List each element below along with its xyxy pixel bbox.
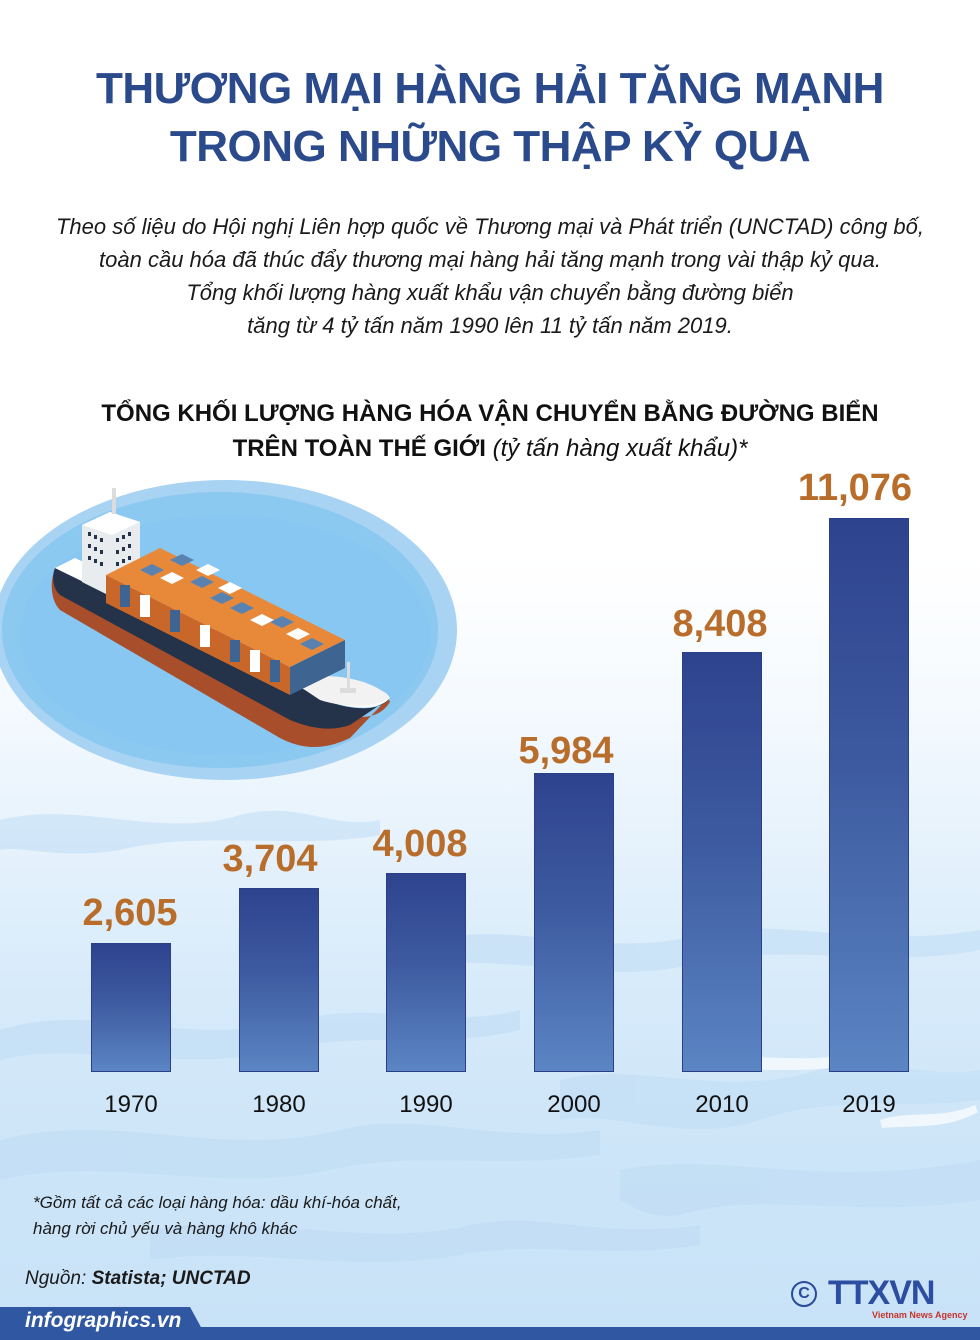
bar-2019 [829,518,909,1072]
ttxvn-logo: TTXVN [828,1274,935,1312]
bar-value-label: 4,008 [372,823,468,865]
bar-value-label: 3,704 [222,838,318,880]
x-axis-label: 2010 [695,1091,749,1118]
footnote: *Gồm tất cả các loại hàng hóa: dầu khí-h… [33,1190,402,1242]
page-title: THƯƠNG MẠI HÀNG HẢI TĂNG MẠNH TRONG NHỮN… [0,60,980,176]
x-axis-label: 2019 [842,1091,896,1118]
intro-line-1: Theo số liệu do Hội nghị Liên hợp quốc v… [55,214,924,239]
intro-line-4: tăng từ 4 tỷ tấn năm 1990 lên 11 tỷ tấn … [247,313,733,338]
chart-title: TỔNG KHỐI LƯỢNG HÀNG HÓA VẬN CHUYỂN BẰNG… [0,396,980,466]
chart-title-line-2: TRÊN TOÀN THẾ GIỚI [232,435,486,462]
intro-paragraph: Theo số liệu do Hội nghị Liên hợp quốc v… [0,210,980,342]
footnote-line-2: hàng rời chủ yếu và hàng khô khác [33,1219,298,1238]
title-line-1: THƯƠNG MẠI HÀNG HẢI TĂNG MẠNH [96,64,884,113]
chart-title-line-1: TỔNG KHỐI LƯỢNG HÀNG HÓA VẬN CHUYỂN BẰNG… [101,400,879,427]
source-value: Statista; UNCTAD [91,1268,251,1289]
bar-value-label: 8,408 [672,603,768,645]
site-link[interactable]: infographics.vn [25,1309,182,1332]
bar-value-label: 2,605 [82,892,178,934]
x-axis-label: 2000 [547,1091,601,1118]
bar-value-label: 5,984 [518,730,614,772]
footer-bar [0,1327,980,1340]
ship-icon [0,480,457,780]
source-credit: Nguồn: Statista; UNCTAD [25,1268,251,1290]
container-ship-illustration [0,470,460,790]
bar-1990 [386,873,466,1072]
logo-subtitle: Vietnam News Agency [872,1310,968,1320]
bar-1980 [239,888,319,1072]
bar-1970 [91,943,171,1072]
copyright-icon: C [791,1281,817,1307]
source-label: Nguồn: [25,1268,87,1289]
chart-unit-label: (tỷ tấn hàng xuất khẩu)* [492,435,748,462]
title-line-2: TRONG NHỮNG THẬP KỶ QUA [169,122,811,171]
bar-value-label: 11,076 [797,467,913,509]
footnote-line-1: *Gồm tất cả các loại hàng hóa: dầu khí-h… [33,1193,402,1212]
bar-2010 [682,652,762,1072]
bar-2000 [534,773,614,1072]
footer-tab [0,1307,208,1340]
x-axis-label: 1990 [399,1091,453,1118]
x-axis-label: 1970 [104,1091,158,1118]
intro-line-3: Tổng khối lượng hàng xuất khẩu vận chuyể… [186,280,794,305]
x-axis-label: 1980 [252,1091,306,1118]
intro-line-2: toàn cầu hóa đã thúc đẩy thương mại hàng… [99,247,881,272]
